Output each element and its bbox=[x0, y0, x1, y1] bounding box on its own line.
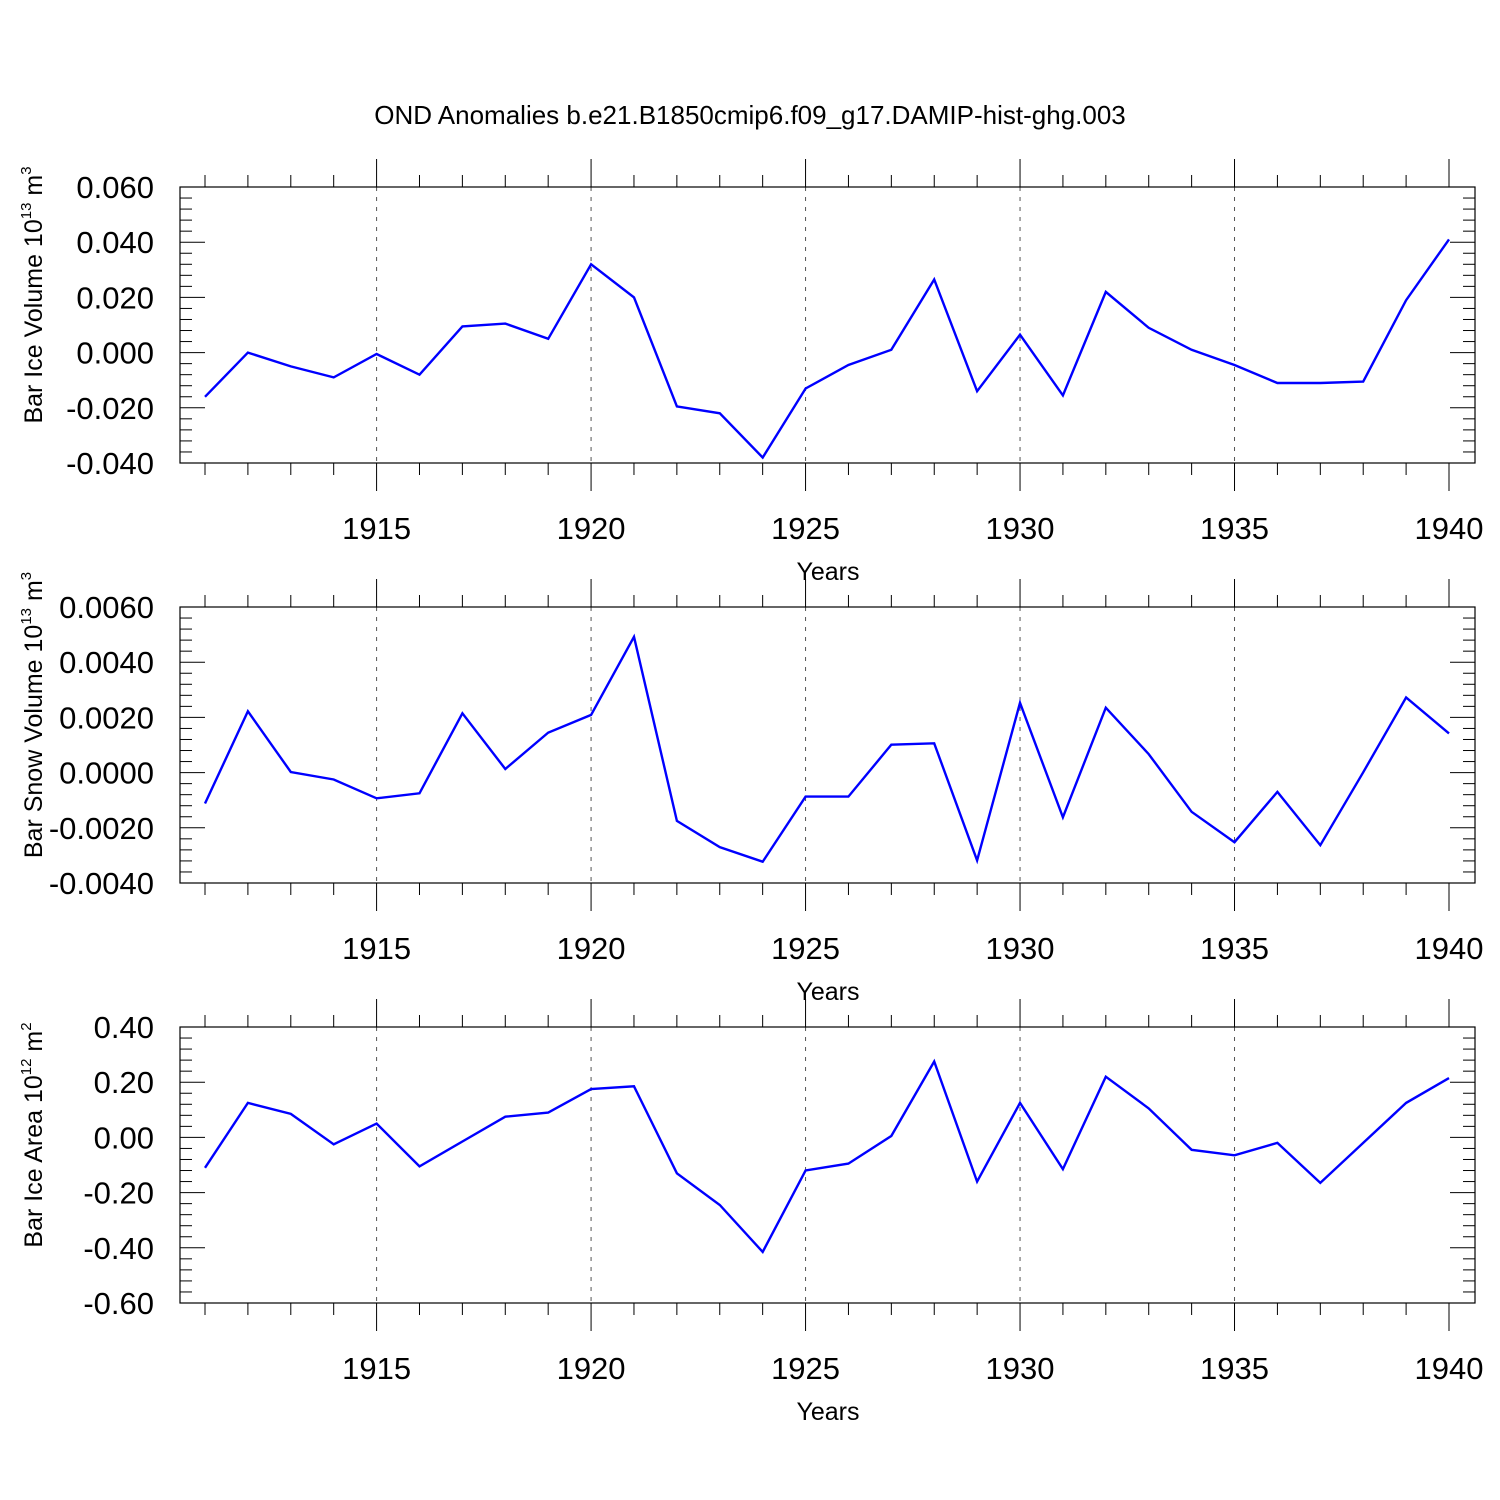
y-tick-label: 0.00 bbox=[94, 1120, 154, 1155]
y-tick-label: 0.0020 bbox=[59, 700, 154, 735]
grid-lines bbox=[376, 1027, 1236, 1303]
y-axis-title-exponent: 12 bbox=[18, 1059, 35, 1076]
x-tick-label: 1930 bbox=[986, 1351, 1055, 1386]
chart-title: OND Anomalies b.e21.B1850cmip6.f09_g17.D… bbox=[374, 100, 1126, 130]
y-tick-labels: -0.0040 -0.0020 0.0000 0.0020 0.0040 0.0060 bbox=[49, 590, 154, 901]
y-axis-title-unit: m bbox=[20, 175, 48, 203]
y-tick-label: 0.0060 bbox=[59, 590, 154, 625]
y-tick-label: -0.0020 bbox=[49, 811, 154, 846]
y-tick-label: 0.000 bbox=[76, 336, 154, 371]
y-tick-labels: -0.040 -0.020 0.000 0.020 0.040 0.060 bbox=[66, 170, 154, 481]
y-tick-label: -0.0040 bbox=[49, 866, 154, 901]
x-tick-label: 1925 bbox=[771, 511, 840, 546]
y-axis-title-base: Bar Ice Volume 10 bbox=[20, 219, 48, 423]
y-axis-title-exponent: 13 bbox=[18, 608, 35, 625]
x-tick-label: 1915 bbox=[342, 931, 411, 966]
panel-ice-area: -0.60 -0.40 -0.20 0.00 0.20 0.40 1915 1920 1925… bbox=[18, 999, 1483, 1426]
tick-marks bbox=[180, 159, 1475, 491]
x-tick-label: 1930 bbox=[986, 931, 1055, 966]
x-tick-label: 1935 bbox=[1200, 1351, 1269, 1386]
y-tick-label: -0.020 bbox=[66, 391, 154, 426]
y-tick-label: 0.0000 bbox=[59, 756, 154, 791]
plot-frame bbox=[179, 606, 1476, 884]
panel-snow-volume: -0.0040 -0.0020 0.0000 0.0020 0.0040 0.0060 1… bbox=[18, 572, 1483, 1006]
y-axis-title-unit-exponent: 3 bbox=[18, 572, 35, 580]
y-axis-title-unit: m bbox=[20, 1031, 48, 1059]
x-tick-label: 1940 bbox=[1415, 931, 1484, 966]
y-axis-title-exponent: 13 bbox=[18, 203, 35, 220]
y-axis-title-unit: m bbox=[20, 580, 48, 608]
y-axis-title-base: Bar Ice Area 10 bbox=[20, 1075, 48, 1247]
y-tick-label: -0.20 bbox=[83, 1176, 154, 1211]
x-tick-label: 1925 bbox=[771, 931, 840, 966]
x-tick-label: 1920 bbox=[557, 1351, 626, 1386]
series-line bbox=[204, 238, 1450, 460]
y-tick-label: 0.40 bbox=[94, 1010, 154, 1045]
tick-marks bbox=[180, 999, 1475, 1331]
panel-ice-volume: -0.040 -0.020 0.000 0.020 0.040 0.060 1915 192… bbox=[18, 159, 1483, 586]
x-tick-label: 1925 bbox=[771, 1351, 840, 1386]
y-axis-title-unit-exponent: 2 bbox=[18, 1022, 35, 1030]
x-axis-title: Years bbox=[796, 978, 859, 1006]
y-tick-label: 0.040 bbox=[76, 225, 154, 260]
x-tick-label: 1920 bbox=[557, 931, 626, 966]
grid-lines bbox=[376, 187, 1236, 463]
x-tick-label: 1940 bbox=[1415, 511, 1484, 546]
x-tick-label: 1915 bbox=[342, 1351, 411, 1386]
x-tick-label: 1930 bbox=[986, 511, 1055, 546]
x-axis-title: Years bbox=[796, 1398, 859, 1426]
tick-marks bbox=[180, 579, 1475, 911]
grid-lines bbox=[376, 607, 1236, 883]
y-axis-title-base: Bar Snow Volume 10 bbox=[20, 625, 48, 858]
series-line bbox=[203, 633, 1450, 865]
y-tick-label: 0.020 bbox=[76, 280, 154, 315]
x-tick-labels: 1915 1920 1925 1930 1935 1940 bbox=[342, 931, 1483, 966]
y-tick-label: -0.60 bbox=[83, 1286, 154, 1321]
x-tick-label: 1935 bbox=[1200, 511, 1269, 546]
y-axis-title: Bar Snow Volume 1013 m3 bbox=[18, 572, 48, 858]
x-tick-label: 1920 bbox=[557, 511, 626, 546]
x-tick-label: 1940 bbox=[1415, 1351, 1484, 1386]
x-tick-label: 1915 bbox=[342, 511, 411, 546]
y-axis-title-unit-exponent: 3 bbox=[18, 166, 35, 174]
y-tick-label: -0.040 bbox=[66, 446, 154, 481]
y-tick-label: 0.20 bbox=[94, 1065, 154, 1100]
y-tick-labels: -0.60 -0.40 -0.20 0.00 0.20 0.40 bbox=[83, 1010, 154, 1321]
x-axis-title: Years bbox=[796, 558, 859, 586]
y-tick-label: 0.0040 bbox=[59, 645, 154, 680]
y-tick-label: 0.060 bbox=[76, 170, 154, 205]
y-axis-title: Bar Ice Volume 1013 m3 bbox=[18, 166, 48, 423]
plot-frame bbox=[179, 186, 1476, 464]
y-tick-label: -0.40 bbox=[83, 1231, 154, 1266]
y-axis-title: Bar Ice Area 1012 m2 bbox=[18, 1022, 48, 1247]
series-line bbox=[203, 1058, 1450, 1254]
x-tick-labels: 1915 1920 1925 1930 1935 1940 bbox=[342, 511, 1483, 546]
x-tick-label: 1935 bbox=[1200, 931, 1269, 966]
plot-frame bbox=[179, 1026, 1476, 1304]
x-tick-labels: 1915 1920 1925 1930 1935 1940 bbox=[342, 1351, 1483, 1386]
